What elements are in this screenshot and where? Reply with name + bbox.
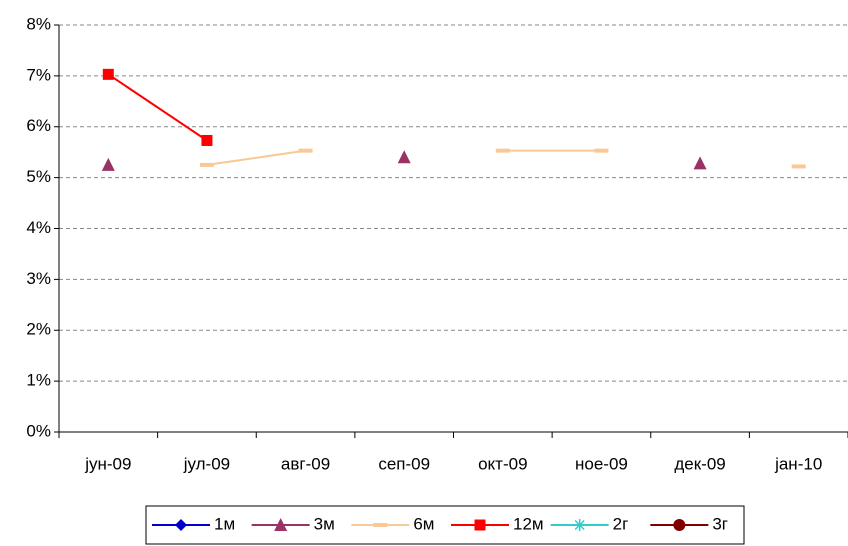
- marker: [397, 150, 411, 164]
- marker: [673, 519, 686, 531]
- legend-label: 1м: [214, 514, 235, 533]
- marker: [573, 519, 586, 531]
- x-tick-label: авг-09: [281, 454, 330, 473]
- marker: [175, 519, 187, 531]
- marker: [474, 519, 486, 531]
- y-tick-label: 2%: [26, 320, 51, 339]
- series-line: [107, 73, 208, 142]
- y-tick-label: 7%: [26, 65, 51, 84]
- marker: [201, 134, 213, 146]
- series-line: [207, 151, 799, 167]
- x-tick-label: окт-09: [478, 454, 527, 473]
- x-tick-label: јун-09: [84, 454, 131, 473]
- marker: [693, 156, 707, 170]
- marker: [199, 162, 214, 167]
- x-tick-label: јул-09: [183, 454, 230, 473]
- marker: [791, 164, 806, 169]
- x-tick-label: сеп-09: [378, 454, 430, 473]
- marker: [298, 148, 313, 153]
- marker: [101, 157, 115, 171]
- legend-label: 3м: [314, 514, 335, 533]
- y-tick-label: 3%: [26, 269, 51, 288]
- marker: [373, 523, 388, 527]
- x-tick-label: дек-09: [674, 454, 725, 473]
- y-tick-label: 8%: [26, 14, 51, 33]
- y-tick-label: 4%: [26, 218, 51, 237]
- marker: [594, 148, 609, 153]
- legend-label: 3г: [712, 514, 728, 533]
- y-tick-label: 5%: [26, 167, 51, 186]
- marker: [495, 148, 510, 153]
- legend: 1м 3м 6м 12м 2г 3г: [145, 505, 745, 545]
- y-tick-label: 1%: [26, 371, 51, 390]
- y-tick-label: 6%: [26, 116, 51, 135]
- legend-label: 6м: [413, 514, 434, 533]
- legend-box: [145, 505, 745, 545]
- legend-label: 12м: [513, 514, 544, 533]
- marker: [274, 518, 288, 531]
- x-tick-label: јан-10: [774, 454, 822, 473]
- marker: [102, 68, 114, 80]
- legend-label: 2г: [613, 514, 629, 533]
- y-tick-label: 0%: [26, 421, 51, 440]
- x-tick-label: ное-09: [575, 454, 628, 473]
